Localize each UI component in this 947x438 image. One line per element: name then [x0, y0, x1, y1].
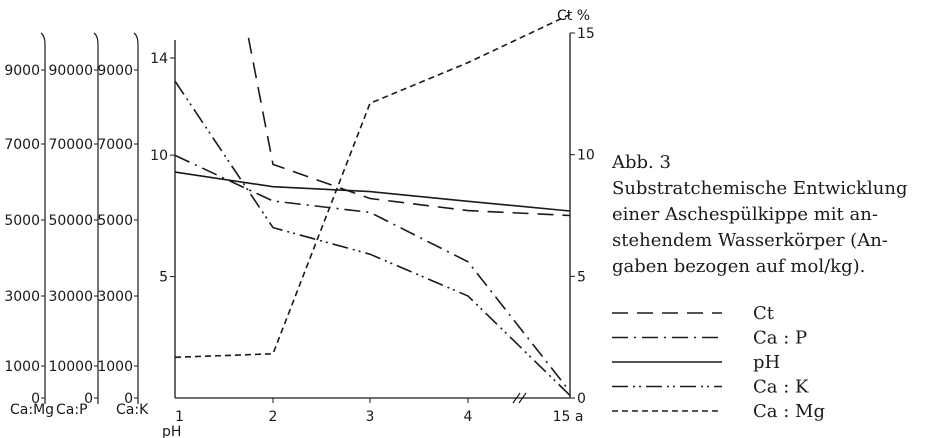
ph-axis-label: pH	[162, 424, 181, 438]
ca-mg-tick-label: 9000	[4, 63, 40, 79]
ct-tick-label: 5	[577, 269, 586, 285]
ph-tick-label: 5	[159, 270, 168, 286]
ca-mg-axis-label: Ca:Mg	[10, 402, 54, 418]
ca-p-tick-label: 30000	[48, 289, 93, 305]
ca-mg-tick-label: 3000	[4, 289, 40, 305]
series-line-ph	[174, 171, 571, 212]
x-tick-label: 3	[366, 409, 375, 425]
ct-axis-label: Ct %	[557, 8, 590, 24]
series-line-ca-k	[174, 80, 571, 396]
legend-label: Ca : P	[753, 328, 807, 349]
series-line-ct	[247, 37, 571, 217]
ct-tick-label: 15	[577, 26, 595, 42]
axis-break-mark	[518, 392, 527, 404]
ca-k-axis-label: Ca:K	[116, 402, 149, 418]
ca-k-tick-label: 3000	[97, 289, 133, 305]
caption-line-2: Substratchemische Entwicklung	[612, 178, 908, 199]
ca-p-tick-label: 0	[84, 391, 93, 407]
legend-label: Ca : K	[753, 377, 809, 398]
ca-k-tick-label: 0	[124, 391, 133, 407]
ca-mg-tick-label: 1000	[4, 359, 40, 375]
ph-tick-label: 14	[150, 51, 168, 67]
ca-k-tick-label: 1000	[97, 359, 133, 375]
caption-line-1: Abb. 3	[612, 152, 671, 173]
ca-mg-tick-label: 5000	[4, 213, 40, 229]
caption-line-5: gaben bezogen auf mol/kg).	[612, 256, 866, 277]
axis-break-mark	[512, 392, 521, 404]
ca-p-tick-label: 10000	[48, 359, 93, 375]
ca-mg-tick-label: 0	[31, 391, 40, 407]
series-line-ca-p	[174, 154, 571, 393]
x-tick-label: 2	[269, 409, 278, 425]
x-tick-label: 1	[175, 409, 184, 425]
ca-mg-axis-line	[40, 32, 46, 404]
ph-tick-label: 10	[150, 148, 168, 164]
caption-line-3: einer Aschespülkippe mit an-	[612, 204, 878, 225]
legend-label: Ct	[753, 303, 775, 324]
ca-p-tick-label: 50000	[48, 213, 93, 229]
ca-k-tick-label: 9000	[97, 63, 133, 79]
x-tick-label: 4	[464, 409, 473, 425]
ca-p-axis-label: Ca:P	[56, 402, 88, 418]
ca-k-axis-line	[133, 32, 139, 404]
ca-p-tick-label: 90000	[48, 63, 93, 79]
ct-tick-label: 10	[577, 148, 595, 164]
legend-label: pH	[753, 352, 780, 373]
ca-p-axis-line	[93, 32, 99, 404]
figure-caption: Abb. 3 Substratchemische Entwicklung ein…	[612, 150, 942, 280]
caption-line-4: stehendem Wasserkörper (An-	[612, 230, 888, 251]
x-tick-label: 15 a	[553, 409, 584, 425]
series-line-ca-mg	[174, 13, 571, 359]
legend-label: Ca : Mg	[753, 401, 825, 422]
ca-p-tick-label: 70000	[48, 137, 93, 153]
ca-mg-tick-label: 7000	[4, 137, 40, 153]
ca-k-tick-label: 7000	[97, 137, 133, 153]
ca-k-tick-label: 5000	[97, 213, 133, 229]
ct-tick-label: 0	[577, 391, 586, 407]
